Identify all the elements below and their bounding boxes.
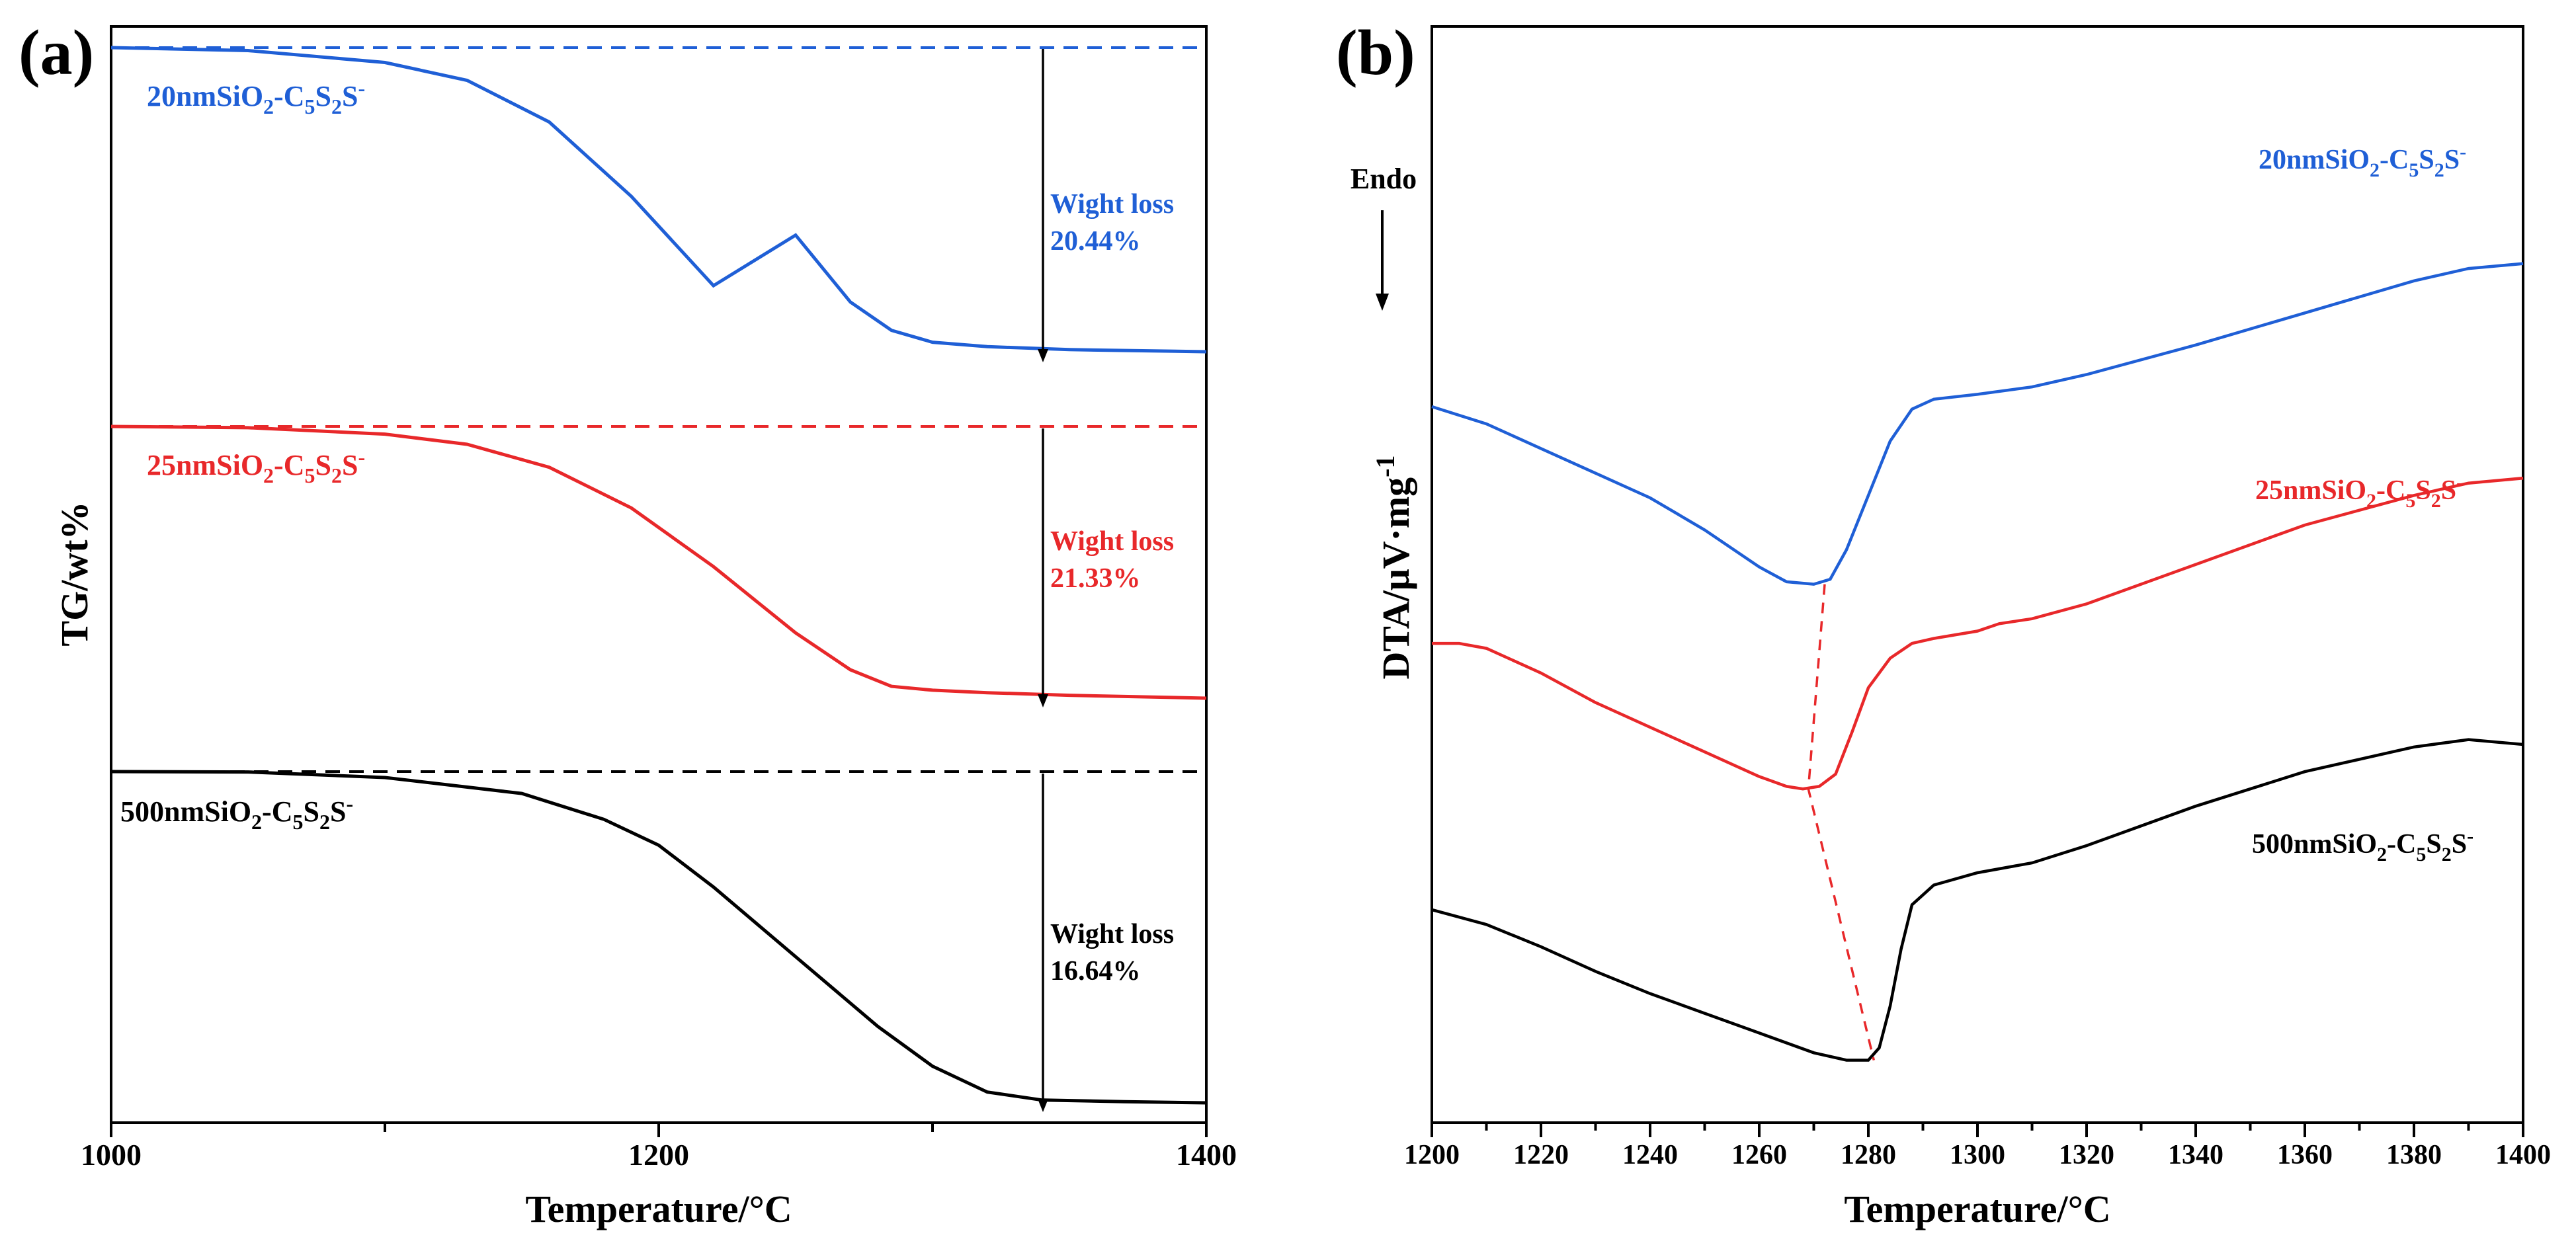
panel-a-xtick-label-1400: 1400 xyxy=(1176,1138,1237,1172)
panel-a-annotation-25nm-line1: Wight loss xyxy=(1050,526,1174,557)
panel-a-xtick-label-1000: 1000 xyxy=(81,1138,142,1172)
panel-a-series-line-500nm xyxy=(110,770,1207,1105)
panel-a-series-labels: 20nmSiO2-C5S2S- 25nmSiO2-C5S2S- 500nmSiO… xyxy=(120,76,365,834)
panel-a: (a) 1000 1200 1400 Temperature/°C TG/wt% xyxy=(19,17,1237,1230)
panel-b-x-axis-title: Temperature/°C xyxy=(1844,1187,2110,1230)
panel-b-ticks xyxy=(1431,1123,2524,1137)
panel-b-label: (b) xyxy=(1336,17,1415,89)
panel-b-xtick-label-1380: 1380 xyxy=(2386,1140,2442,1170)
panel-b-series-label-20nm: 20nmSiO2-C5S2S- xyxy=(2259,141,2466,181)
panel-b-xtick-label-1280: 1280 xyxy=(1841,1140,1896,1170)
panel-a-ticks xyxy=(110,1123,1208,1137)
panel-b-y-axis-title: DTA/μV·mg-1 xyxy=(1370,455,1417,679)
panel-a-tick-labels: 1000 1200 1400 xyxy=(81,1138,1237,1172)
panel-b-endo-label: Endo xyxy=(1350,163,1417,195)
panel-a-annotation-20nm-line1: Wight loss xyxy=(1050,189,1174,220)
panel-a-label: (a) xyxy=(19,17,94,89)
panel-b-tick-labels: 1200 1220 1240 1260 1280 1300 1320 1340 … xyxy=(1404,1140,2551,1170)
panel-a-series-label-20nm: 20nmSiO2-C5S2S- xyxy=(147,76,365,118)
panel-a-annotations: Wight loss 20.44% Wight loss 21.33% Wigh… xyxy=(1050,189,1174,986)
panel-a-annotation-25nm-line2: 21.33% xyxy=(1050,563,1141,594)
panel-b-series-line-500nm xyxy=(1431,738,2524,1062)
panel-b-xtick-label-1220: 1220 xyxy=(1513,1140,1569,1170)
panel-a-series-line-20nm xyxy=(110,46,1207,354)
panel-b-series-label-500nm: 500nmSiO2-C5S2S- xyxy=(2252,825,2473,865)
panel-b-series-label-25nm: 25nmSiO2-C5S2S- xyxy=(2255,471,2463,512)
panel-a-xtick-label-1200: 1200 xyxy=(628,1138,689,1172)
panel-b-endo-arrowhead xyxy=(1376,294,1389,311)
panel-b-xtick-label-1240: 1240 xyxy=(1622,1140,1678,1170)
panel-a-series-line-25nm xyxy=(110,424,1207,700)
panel-b-xtick-label-1300: 1300 xyxy=(1950,1140,2005,1170)
panel-a-series-label-500nm: 500nmSiO2-C5S2S- xyxy=(120,791,353,834)
panel-a-arrowhead-25nm xyxy=(1038,694,1048,707)
panel-b-minima-guide-line xyxy=(1807,584,1876,1061)
panel-b-xtick-label-1260: 1260 xyxy=(1731,1140,1787,1170)
panel-b-xtick-label-1340: 1340 xyxy=(2168,1140,2223,1170)
panel-a-series-label-25nm: 25nmSiO2-C5S2S- xyxy=(147,445,365,487)
panel-a-annotation-20nm-line2: 20.44% xyxy=(1050,226,1141,257)
panel-a-annotation-500nm-line1: Wight loss xyxy=(1050,919,1174,949)
panel-a-x-axis-title: Temperature/°C xyxy=(525,1187,792,1230)
panel-b-xtick-label-1400: 1400 xyxy=(2495,1140,2551,1170)
panel-b-xtick-label-1320: 1320 xyxy=(2059,1140,2114,1170)
panel-b-series-labels: 20nmSiO2-C5S2S- 25nmSiO2-C5S2S- 500nmSiO… xyxy=(2252,141,2473,865)
panel-b-xtick-label-1360: 1360 xyxy=(2277,1140,2333,1170)
panel-b-series-line-25nm xyxy=(1432,476,2524,791)
panel-a-arrowhead-500nm xyxy=(1038,1099,1048,1112)
panel-a-arrows xyxy=(1038,49,1048,1112)
panel-a-arrowhead-20nm xyxy=(1038,349,1048,362)
panel-b-frame xyxy=(1431,25,2524,1124)
panel-b-xtick-label-1200: 1200 xyxy=(1404,1140,1460,1170)
panel-a-y-axis-title: TG/wt% xyxy=(53,501,96,646)
panel-b: (b) 1200 1220 1240 1260 1280 1300 1320 1… xyxy=(1336,17,2551,1230)
panel-a-annotation-500nm-line2: 16.64% xyxy=(1050,956,1141,986)
panel-b-series-line-20nm xyxy=(1431,262,2524,586)
